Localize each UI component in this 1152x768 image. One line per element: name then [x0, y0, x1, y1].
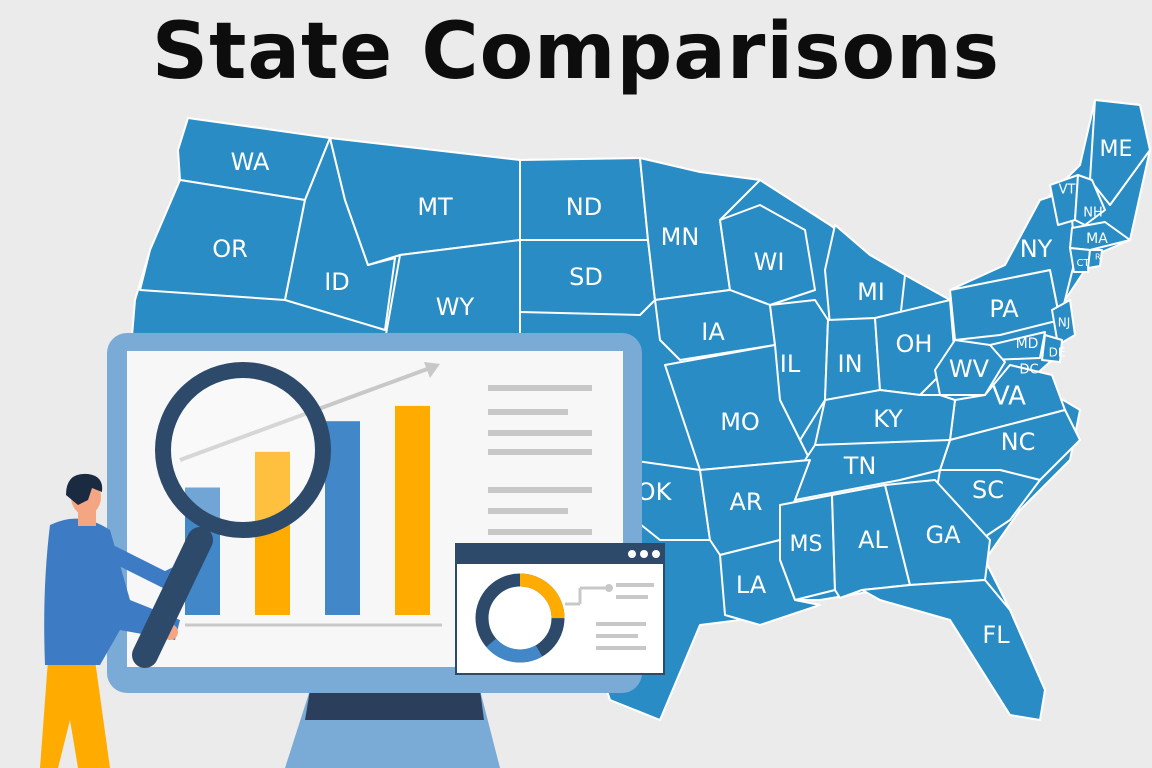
- state-DE[interactable]: [1041, 334, 1063, 363]
- state-label-MI: MI: [857, 278, 885, 306]
- state-label-SC: SC: [972, 476, 1004, 504]
- monitor-text-lines: [488, 385, 592, 535]
- state-CT[interactable]: [1069, 247, 1091, 273]
- state-label-WI: WI: [754, 248, 785, 276]
- state-label-MT: MT: [417, 193, 453, 221]
- state-ME[interactable]: [1089, 99, 1151, 206]
- window-dot-icon: [640, 550, 648, 558]
- state-label-OR: OR: [212, 235, 248, 263]
- window-dot-icon: [652, 550, 660, 558]
- state-label-WY: WY: [436, 293, 475, 321]
- state-label-OK: OK: [637, 478, 673, 506]
- donut-window: [455, 543, 665, 675]
- trend-arrow: [179, 362, 440, 462]
- state-label-NH: NH: [1083, 206, 1103, 221]
- state-label-IN: IN: [837, 350, 862, 378]
- state-label-FL: FL: [982, 621, 1010, 649]
- state-label-NC: NC: [1001, 428, 1036, 456]
- state-label-DC: DC: [1019, 363, 1038, 378]
- magnifier-icon: [132, 362, 331, 668]
- state-label-OH: OH: [896, 330, 933, 358]
- state-label-IL: IL: [780, 350, 801, 378]
- state-label-WA: WA: [231, 148, 270, 176]
- donut-segment: [475, 573, 565, 663]
- state-label-RI: RI: [1095, 253, 1103, 262]
- donut-segment: [475, 573, 565, 663]
- state-LA[interactable]: [719, 539, 821, 626]
- state-label-AR: AR: [729, 488, 762, 516]
- state-label-MO: MO: [720, 408, 760, 436]
- state-label-MS: MS: [790, 532, 823, 557]
- state-label-MA: MA: [1086, 231, 1108, 247]
- state-label-GA: GA: [925, 521, 961, 549]
- state-label-WV: WV: [949, 355, 990, 383]
- state-label-TN: TN: [843, 452, 877, 480]
- state-label-LA: LA: [736, 571, 767, 599]
- state-label-PA: PA: [989, 295, 1019, 323]
- state-label-DE: DE: [1049, 346, 1066, 360]
- state-label-SD: SD: [569, 263, 603, 291]
- state-label-ND: ND: [566, 193, 602, 221]
- state-OR[interactable]: [139, 179, 306, 301]
- state-label-IA: IA: [701, 318, 725, 346]
- state-NH[interactable]: [1074, 174, 1106, 226]
- chart-bar: [395, 405, 430, 615]
- state-SD[interactable]: [519, 239, 656, 316]
- state-label-VA: VA: [992, 382, 1026, 412]
- monitor-stand: [285, 690, 500, 768]
- state-NY[interactable]: [949, 189, 1076, 321]
- state-MI[interactable]: [824, 224, 906, 326]
- state-WY[interactable]: [384, 239, 521, 341]
- state-label-KY: KY: [873, 405, 903, 433]
- page-title: State Comparisons: [151, 7, 1001, 97]
- state-MA[interactable]: [1069, 221, 1131, 251]
- state-FL[interactable]: [861, 579, 1046, 721]
- state-NJ[interactable]: [1051, 299, 1076, 346]
- state-label-NY: NY: [1020, 235, 1053, 263]
- state-label-CT: CT: [1076, 258, 1090, 269]
- state-GA[interactable]: [884, 479, 991, 586]
- state-label-MD: MD: [1016, 336, 1039, 352]
- state-label-NJ: NJ: [1058, 316, 1071, 330]
- state-RI[interactable]: [1087, 249, 1103, 269]
- state-label-ID: ID: [324, 268, 350, 296]
- state-label-AL: AL: [858, 526, 888, 554]
- state-label-ME: ME: [1100, 137, 1133, 162]
- state-label-VT: VT: [1059, 183, 1076, 198]
- donut-chart: [475, 573, 565, 663]
- state-label-MN: MN: [661, 223, 700, 251]
- window-dot-icon: [628, 550, 636, 558]
